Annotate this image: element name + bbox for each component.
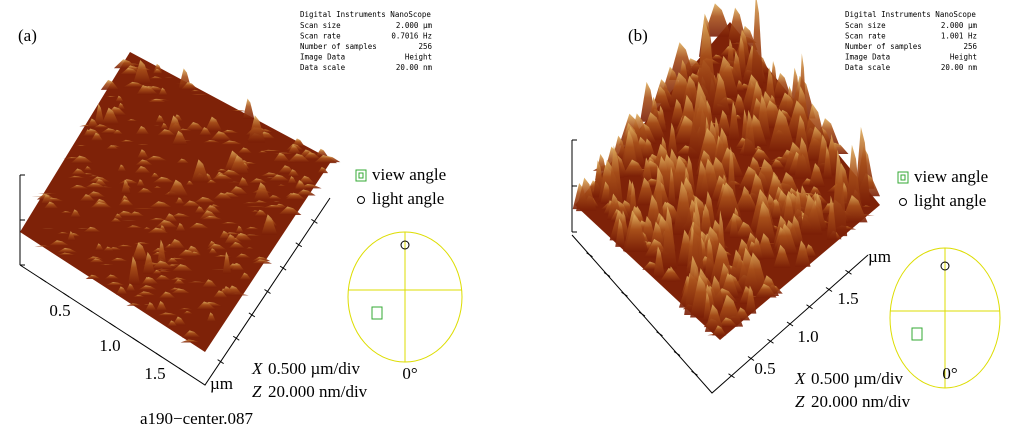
axis-tick-label: 1.0 xyxy=(99,336,120,355)
axis-tick xyxy=(133,338,139,342)
info-key: Image Data xyxy=(300,53,345,62)
axis-tick xyxy=(280,266,286,270)
info-value: Height xyxy=(950,53,977,62)
scale-value: 0.500 µm/div xyxy=(811,369,903,388)
info-key: Number of samples xyxy=(300,42,377,51)
panel: (b) Digital Instruments NanoScope Scan siz… xyxy=(572,0,1000,411)
axis-tick xyxy=(249,313,255,317)
surface-peak xyxy=(243,99,254,119)
info-key: Scan size xyxy=(300,21,341,30)
scale-axis: X xyxy=(794,369,806,388)
axis-tick xyxy=(622,292,628,296)
info-key: Number of samples xyxy=(845,42,922,51)
info-value: 0.7016 Hz xyxy=(391,32,432,41)
filename: a190−center.087 xyxy=(140,409,253,428)
light-icon xyxy=(900,199,907,206)
axis-tick xyxy=(587,253,593,257)
scale-value: 20.000 nm/div xyxy=(268,382,368,401)
info-value: 20.00 nm xyxy=(396,63,433,72)
scale-axis: Z xyxy=(252,382,262,401)
scale-axis: Z xyxy=(795,392,805,411)
axis-tick-label: 0.5 xyxy=(754,359,775,378)
view-icon xyxy=(356,170,366,181)
info-key: Data scale xyxy=(300,63,346,72)
info-value: 256 xyxy=(418,42,432,51)
axis-tick xyxy=(179,368,185,372)
info-key: Scan rate xyxy=(845,32,886,41)
axis-tick-label: 0.5 xyxy=(49,301,70,320)
axis-tick-label: 1.5 xyxy=(144,364,165,383)
view-marker xyxy=(372,307,382,319)
axis-unit: µm xyxy=(868,247,891,266)
axis-tick-label: 1.5 xyxy=(837,289,858,308)
info-value: 2.000 µm xyxy=(941,21,978,30)
axis-tick xyxy=(86,308,92,312)
info-key: Scan rate xyxy=(300,32,341,41)
axis-tick xyxy=(265,290,271,294)
info-key: Image Data xyxy=(845,53,890,62)
scale-value: 20.000 nm/div xyxy=(811,392,911,411)
view-icon xyxy=(898,172,908,183)
axis-tick xyxy=(218,360,224,364)
info-value: 20.00 nm xyxy=(941,63,978,72)
info-value: Height xyxy=(405,53,432,62)
axis-unit: µm xyxy=(210,374,233,393)
axis-tick xyxy=(692,371,698,375)
scale-axis: X xyxy=(251,359,263,378)
axis-tick xyxy=(311,219,317,223)
scale-value: 0.500 µm/div xyxy=(268,359,360,378)
axis-tick xyxy=(657,332,663,336)
info-title: Digital Instruments NanoScope xyxy=(300,10,431,19)
info-key: Data scale xyxy=(845,63,891,72)
info-value: 1.001 Hz xyxy=(941,32,977,41)
panel: (a) Digital Instruments NanoScope Scan siz… xyxy=(18,10,462,428)
axis-tick xyxy=(639,312,645,316)
info-value: 256 xyxy=(963,42,977,51)
panel-label: (a) xyxy=(18,26,37,45)
legend-label: view angle xyxy=(914,167,988,186)
axis-tick xyxy=(40,278,46,282)
axis-tick xyxy=(604,273,610,277)
axis-tick xyxy=(674,352,680,356)
axis-tick xyxy=(110,323,116,327)
view-icon-inner xyxy=(901,175,905,180)
info-value: 2.000 µm xyxy=(396,21,433,30)
figure: (a) Digital Instruments NanoScope Scan siz… xyxy=(0,0,1024,434)
angle-label: 0° xyxy=(942,364,957,383)
axis-tick xyxy=(296,243,302,247)
panel-label: (b) xyxy=(628,26,648,45)
view-icon-inner xyxy=(359,173,363,178)
view-marker xyxy=(912,328,922,340)
axis-tick xyxy=(156,353,162,357)
info-title: Digital Instruments NanoScope xyxy=(845,10,976,19)
legend-label: light angle xyxy=(372,189,444,208)
angle-label: 0° xyxy=(402,364,417,383)
axis-tick xyxy=(233,336,239,340)
legend-label: light angle xyxy=(914,191,986,210)
axis-tick-label: 1.0 xyxy=(797,327,818,346)
legend-label: view angle xyxy=(372,165,446,184)
info-key: Scan size xyxy=(845,21,886,30)
axis-tick xyxy=(63,293,69,297)
light-icon xyxy=(358,197,365,204)
